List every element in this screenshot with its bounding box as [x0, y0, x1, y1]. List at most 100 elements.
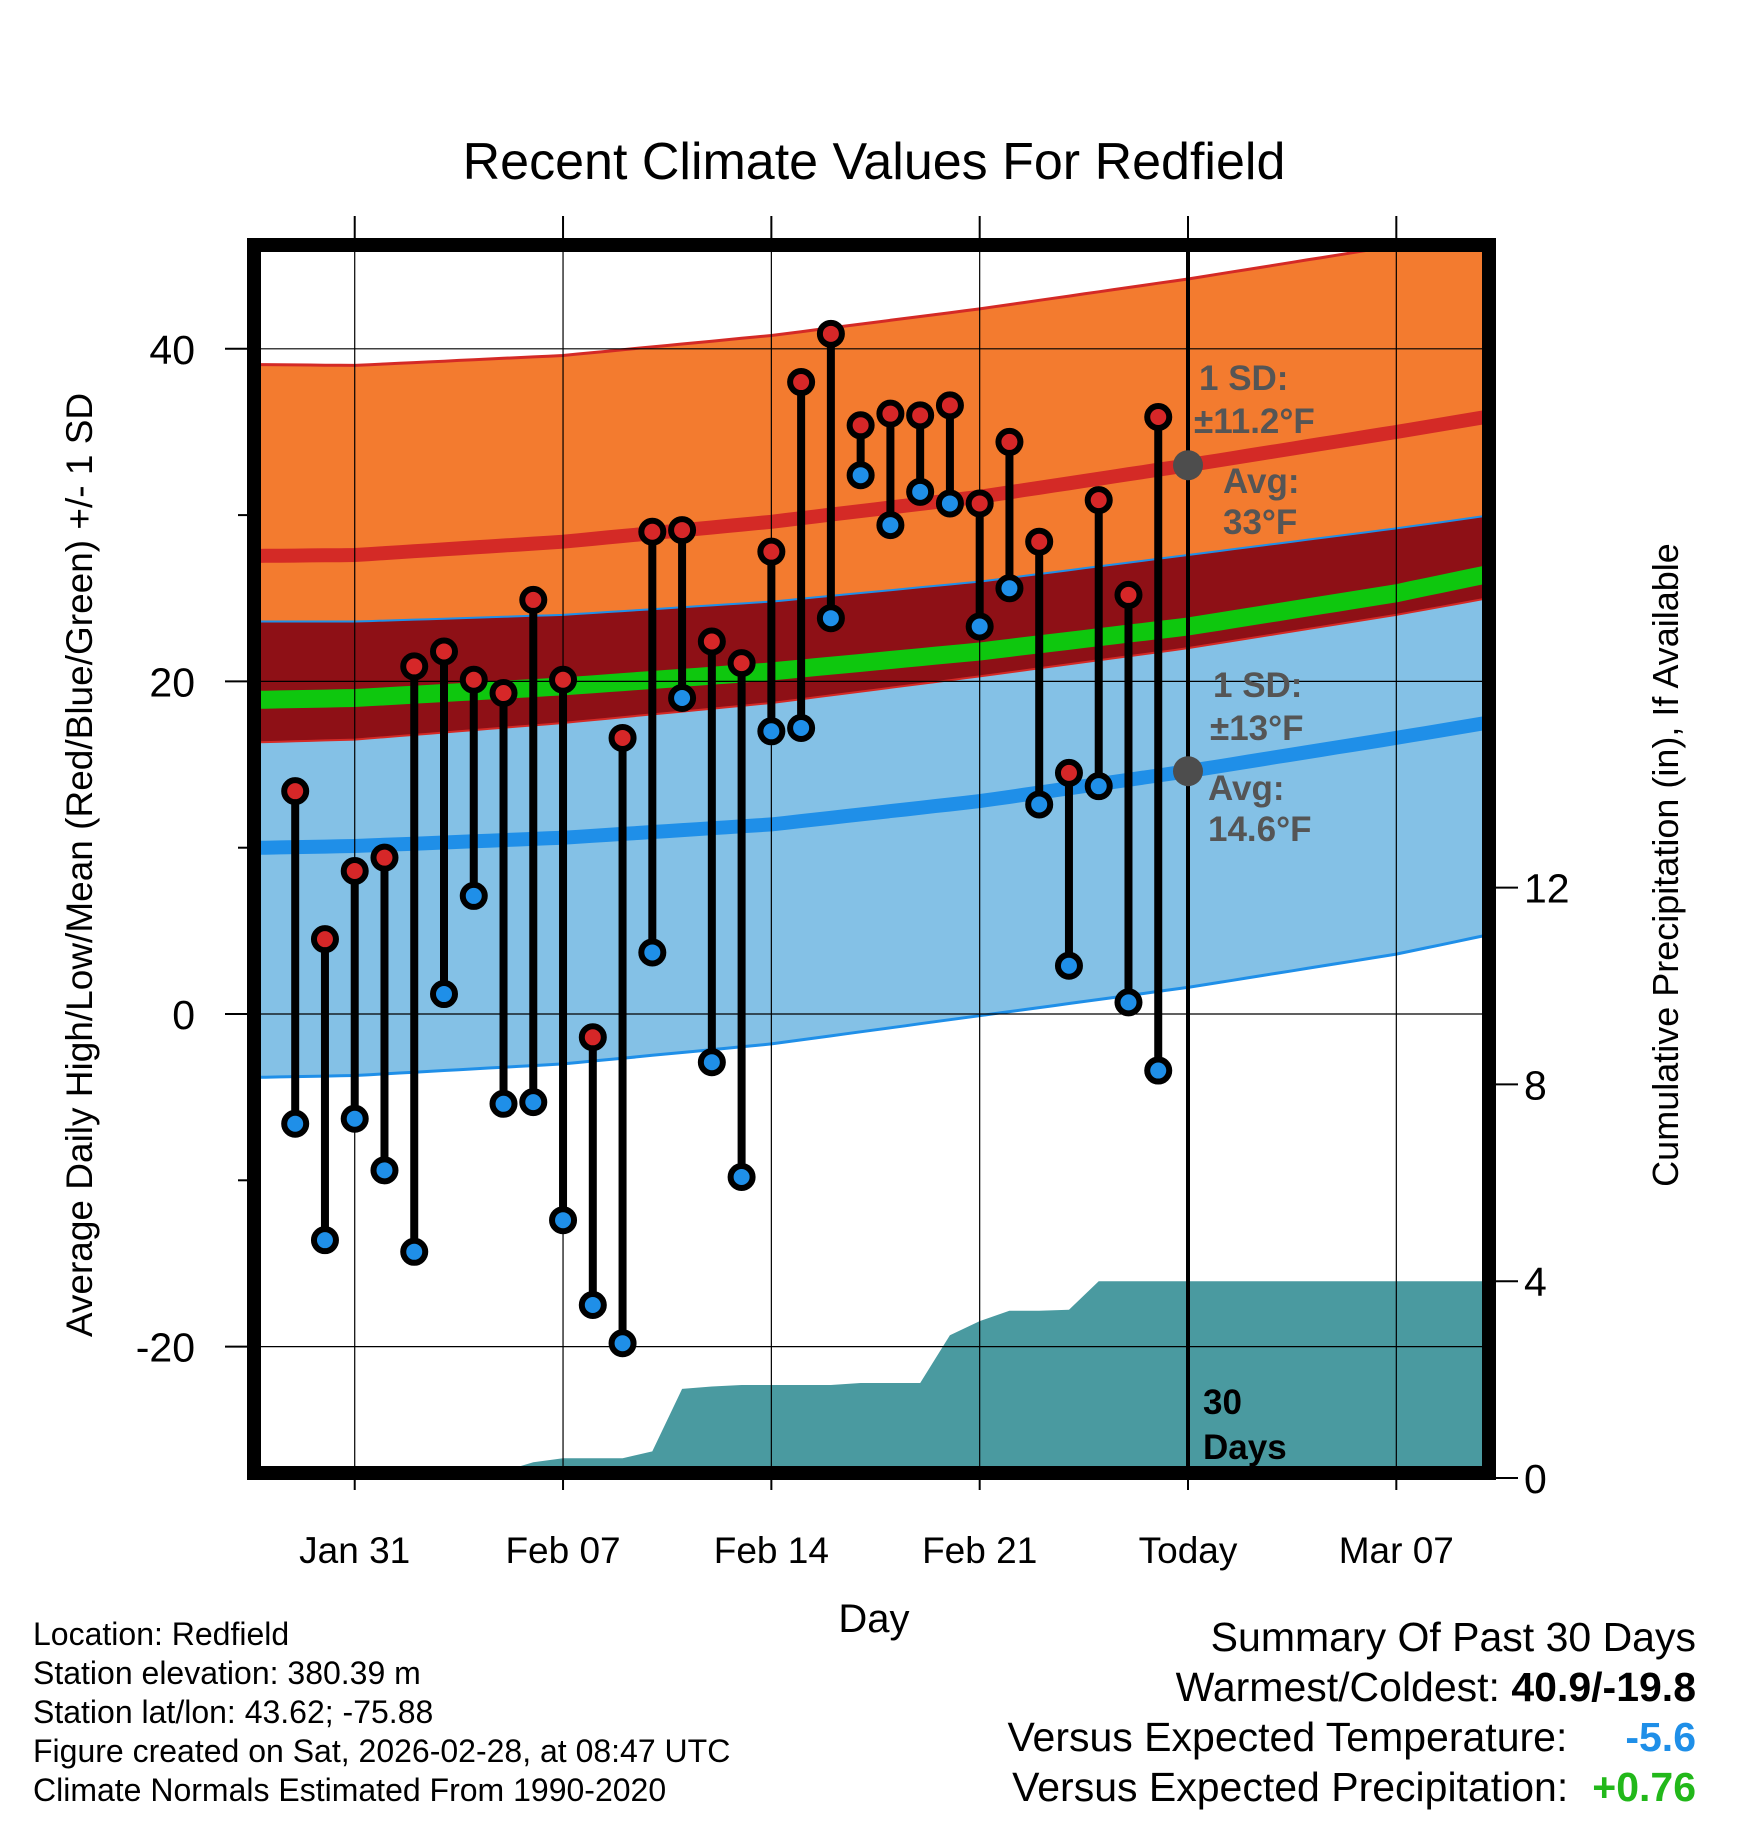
low-lower-line — [260, 934, 1483, 1079]
daily-low-point — [876, 511, 905, 540]
daily-low-point — [1084, 772, 1113, 801]
daily-low-point — [697, 1048, 726, 1077]
warmest-value: 40.9/-19.8 — [1511, 1664, 1696, 1710]
x-tick-label: Today — [1139, 1530, 1238, 1571]
high-sd-value: ±11.2°F — [1194, 402, 1315, 441]
daily-high-point — [876, 399, 905, 428]
daily-high-point — [638, 517, 667, 546]
daily-high-point — [549, 665, 578, 694]
station-info: Location: Redfield Station elevation: 38… — [33, 1615, 730, 1810]
y2-tick-label: 12 — [1524, 866, 1570, 912]
y2-tick-label: 0 — [1524, 1456, 1547, 1502]
axes: Jan 31 Feb 07 Feb 14 Feb 21 Today Mar 0740200… — [59, 216, 1686, 1641]
high-average-marker — [1173, 450, 1203, 481]
normals-text: Climate Normals Estimated From 1990-2020 — [33, 1772, 667, 1808]
daily-low-point — [1114, 988, 1143, 1017]
daily-high-point — [1084, 486, 1113, 515]
high-average-line — [260, 410, 1483, 563]
daily-low-point — [1054, 951, 1083, 980]
daily-low-point — [1144, 1056, 1173, 1085]
precip-label: Versus Expected Precipitation: — [1012, 1764, 1569, 1810]
daily-high-point — [489, 679, 518, 708]
low-avg-label: Avg: — [1208, 769, 1284, 808]
daily-low-point — [668, 684, 697, 713]
daily-high-point — [578, 1023, 607, 1052]
daily-low-point — [906, 477, 935, 506]
daily-low-point — [281, 1109, 310, 1138]
daily-low-point — [400, 1237, 429, 1266]
daily-high-point — [1144, 402, 1173, 431]
high-sd-label: 1 SD: — [1199, 359, 1288, 398]
high-sd-band — [260, 250, 1483, 622]
high-avg-value: 33°F — [1223, 503, 1297, 542]
daily-high-point — [816, 319, 845, 348]
daily-low-point — [340, 1104, 369, 1133]
daily-low-point — [459, 881, 488, 910]
daily-low-point — [965, 612, 994, 641]
daily-low-point — [757, 717, 786, 746]
daily-high-point — [1025, 527, 1054, 556]
chart-title: Recent Climate Values For Redfield — [462, 133, 1286, 191]
x-tick-label: Feb 14 — [714, 1530, 829, 1571]
summary-panel: Summary Of Past 30 Days Warmest/Coldest:… — [1007, 1612, 1696, 1812]
y-axis-label: Average Daily High/Low/Mean (Red/Blue/Gr… — [59, 393, 100, 1337]
daily-high-point — [519, 585, 548, 614]
location-text: Location: Redfield — [33, 1616, 290, 1652]
x-axis-label: Day — [838, 1597, 909, 1641]
y-tick-label: 40 — [149, 327, 195, 373]
y-tick-label: -20 — [136, 1325, 195, 1371]
plot-border — [247, 238, 1496, 1480]
mean-average-line — [260, 565, 1483, 709]
daily-low-point — [1025, 790, 1054, 819]
high-lower-line — [260, 515, 1483, 623]
daily-high-point — [608, 723, 637, 752]
elevation-text: Station elevation: 380.39 m — [33, 1655, 421, 1691]
high-avg-label: Avg: — [1223, 462, 1299, 501]
summary-heading: Summary Of Past 30 Days — [1210, 1614, 1696, 1660]
climate-normal-bands — [260, 250, 1483, 1079]
daily-high-point — [370, 843, 399, 872]
summary-warmest-row: Warmest/Coldest: 40.9/-19.8 — [1007, 1662, 1696, 1712]
low-avg-value: 14.6°F — [1208, 810, 1312, 849]
temp-value: -5.6 — [1625, 1714, 1696, 1760]
low-sd-label: 1 SD: — [1213, 666, 1302, 705]
daily-observations — [281, 319, 1173, 1358]
daily-high-point — [846, 411, 875, 440]
daily-low-point — [935, 489, 964, 518]
daily-low-point — [608, 1329, 637, 1358]
daily-low-point — [846, 461, 875, 490]
temp-label: Versus Expected Temperature: — [1007, 1714, 1568, 1760]
daily-high-point — [400, 652, 429, 681]
x-tick-label: Jan 31 — [299, 1530, 410, 1571]
daily-low-point — [370, 1156, 399, 1185]
daily-high-point — [1114, 580, 1143, 609]
precipitation-area — [520, 1281, 1483, 1466]
daily-high-point — [995, 427, 1024, 456]
daily-low-point — [549, 1206, 578, 1235]
x-tick-label: Feb 21 — [922, 1530, 1037, 1571]
daily-low-point — [310, 1226, 339, 1255]
daily-high-point — [430, 637, 458, 666]
daily-high-point — [668, 516, 697, 545]
daily-high-point — [281, 777, 310, 806]
daily-high-point — [965, 489, 994, 518]
low-upper-line — [260, 598, 1483, 744]
precipitation-fill — [520, 1281, 1483, 1466]
daily-high-point — [787, 368, 816, 397]
y2-axis-label: Cumulative Precipitation (in), If Availa… — [1645, 543, 1686, 1187]
daily-high-point — [727, 649, 756, 678]
daily-low-point — [578, 1291, 607, 1320]
daily-low-point — [995, 574, 1024, 603]
low-average-line — [260, 716, 1483, 855]
daily-high-point — [1054, 758, 1083, 787]
daily-low-point — [787, 713, 816, 742]
daily-low-point — [816, 604, 845, 633]
created-text: Figure created on Sat, 2026-02-28, at 08… — [33, 1733, 731, 1769]
precip-value: +0.76 — [1592, 1764, 1696, 1810]
summary-temp-row: Versus Expected Temperature: -5.6 — [1007, 1712, 1696, 1762]
x-tick-label: Feb 07 — [505, 1530, 620, 1571]
daily-high-point — [935, 391, 964, 420]
summary-precip-row: Versus Expected Precipitation: +0.76 — [1007, 1762, 1696, 1812]
